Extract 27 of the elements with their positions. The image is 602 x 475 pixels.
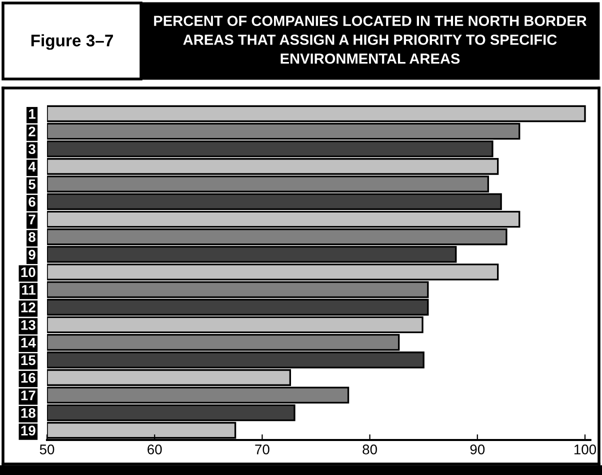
x-tick-label: 50: [40, 444, 54, 454]
chart-title: PERCENT OF COMPANIES LOCATED IN THE NORTH BORDER AREAS THAT ASSIGN A HIGH PRIORITY TO SPECIFIC ENVIRONMENTAL AREAS: [154, 16, 587, 64]
x-tick-label: 100: [574, 444, 596, 454]
x-tick-label: 80: [362, 444, 377, 454]
x-tick-label: 60: [148, 444, 162, 454]
caption: Figure 3–7: [31, 34, 113, 50]
y-tick-label: 16: [21, 372, 36, 383]
y-tick-label: 11: [22, 285, 36, 295]
y-tick-label: 14: [21, 338, 36, 348]
y-tick-label: 12: [21, 302, 36, 312]
y-tick-label: 17: [21, 390, 36, 400]
y-tick-label: 5: [28, 180, 36, 190]
y-tick-label: 15: [21, 355, 36, 366]
y-tick-label: 19: [21, 426, 36, 436]
y-tick-label: 4: [28, 162, 36, 172]
y-tick-label: 3: [28, 144, 36, 154]
y-tick-label: 1: [29, 109, 36, 119]
x-tick-label: 90: [470, 444, 485, 454]
x-tick-label: 70: [255, 444, 270, 454]
y-tick-label: 10: [21, 267, 36, 278]
y-tick-label: 6: [28, 196, 36, 207]
y-tick-label: 2: [28, 126, 36, 136]
y-tick-label: 13: [21, 320, 36, 330]
y-tick-label: 18: [21, 408, 36, 418]
y-tick-label: 7: [28, 214, 36, 224]
y-tick-label: 9: [28, 250, 36, 260]
y-tick-label: 8: [28, 232, 36, 242]
